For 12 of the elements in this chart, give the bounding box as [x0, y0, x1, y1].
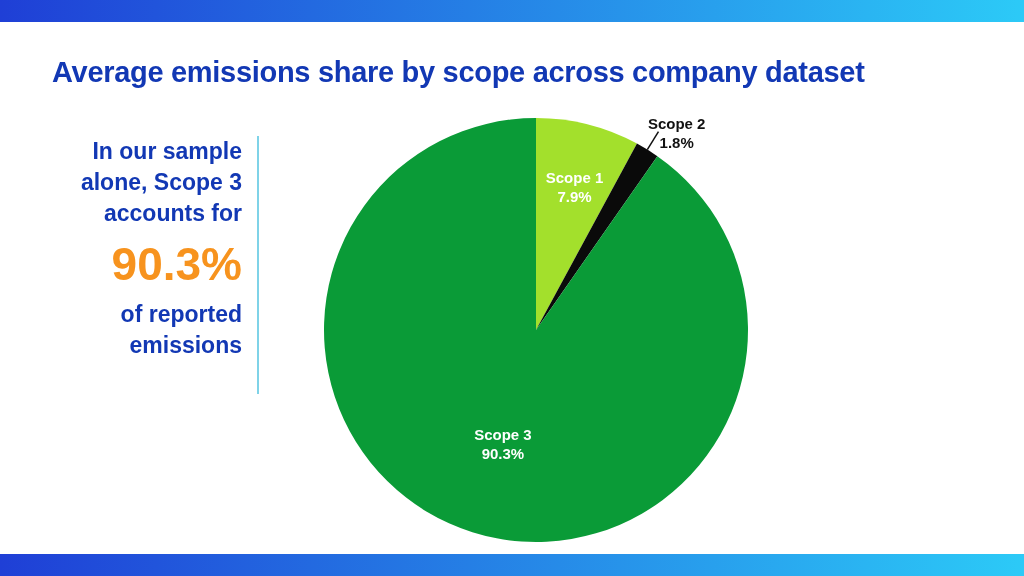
slice-label: Scope 2	[647, 114, 706, 132]
chart-title: Average emissions share by scope across company dataset	[52, 56, 865, 89]
text: In our sample alone, Scope 3 accounts for	[79, 137, 242, 228]
data-label: 7.9%	[557, 187, 592, 205]
data-label: 1.8%	[659, 133, 694, 151]
text: 90.3%	[110, 237, 242, 292]
pie-slice	[324, 118, 748, 542]
text: of reported emissions	[119, 300, 242, 360]
slice-label: Scope 1	[545, 168, 604, 186]
slice-label: Scope 3	[474, 426, 532, 444]
data-label: 90.3%	[481, 445, 525, 463]
pie-slice	[536, 118, 637, 330]
